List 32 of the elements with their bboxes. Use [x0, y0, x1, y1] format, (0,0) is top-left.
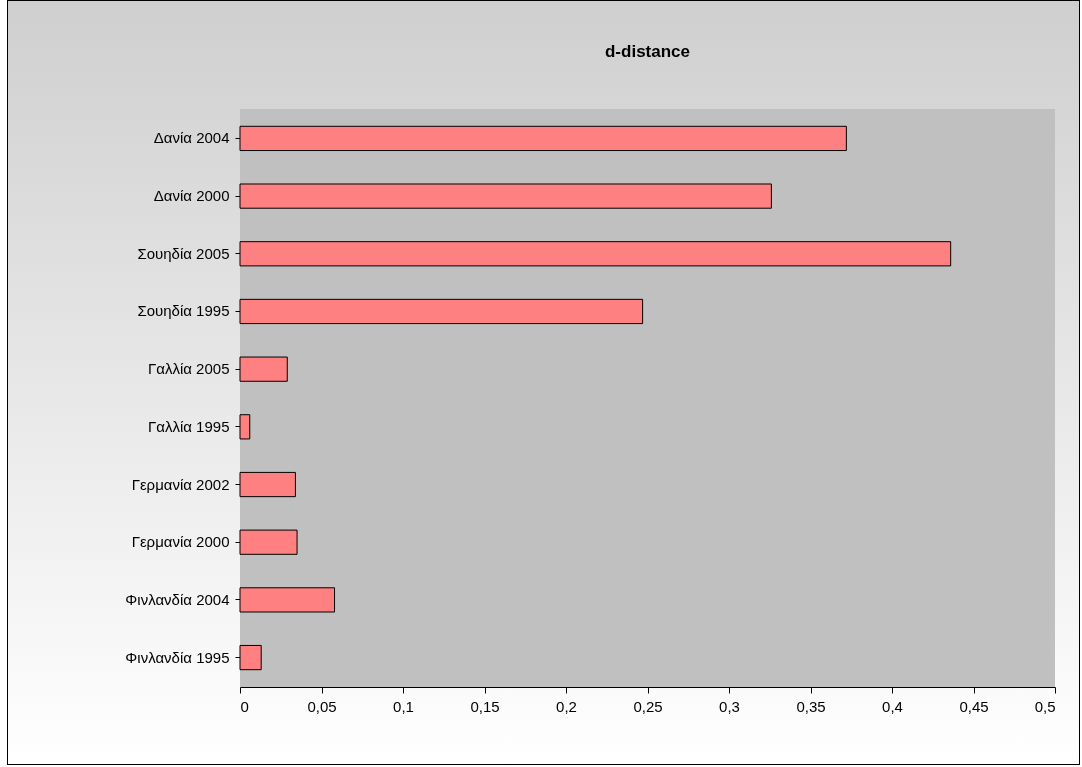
x-tick-label: 0: [240, 697, 249, 715]
x-tick-label: 0,5: [1034, 697, 1056, 715]
y-tick-label: Γαλλία 2005: [148, 360, 230, 378]
bar: [239, 529, 298, 555]
bar: [239, 414, 251, 440]
bar: [239, 356, 288, 382]
bar: [239, 587, 336, 613]
x-tick-label: 0,05: [307, 697, 337, 715]
x-tick-label: 0,45: [959, 697, 989, 715]
bar: [239, 241, 952, 267]
bar: [239, 298, 644, 325]
x-tick-label: 0,4: [882, 697, 903, 715]
y-tick-label: Φινλανδία 2004: [125, 590, 230, 608]
y-tick-label: Δανία 2000: [153, 187, 230, 205]
bar: [239, 471, 296, 498]
x-tick-label: 0,15: [470, 697, 500, 715]
y-tick-label: Σουηδία 2005: [137, 244, 230, 262]
y-tick-label: Γαλλία 1995: [148, 417, 230, 435]
y-tick-label: Φινλανδία 1995: [125, 648, 230, 666]
x-tick-label: 0,2: [556, 697, 577, 715]
y-tick-label: Δανία 2004: [153, 129, 230, 147]
x-tick-label: 0,35: [796, 697, 826, 715]
x-tick-label: 0,3: [719, 697, 740, 715]
bar: [239, 183, 772, 209]
y-tick-label: Γερμανία 2000: [131, 533, 230, 551]
x-tick-label: 0,1: [393, 697, 414, 715]
y-tick-label: Σουηδία 1995: [137, 302, 230, 320]
x-tick-label: 0,25: [633, 697, 663, 715]
bar: [239, 125, 847, 152]
y-tick-label: Γερμανία 2002: [131, 475, 230, 493]
bar: [239, 644, 262, 671]
chart-title: d-distance: [604, 42, 691, 61]
